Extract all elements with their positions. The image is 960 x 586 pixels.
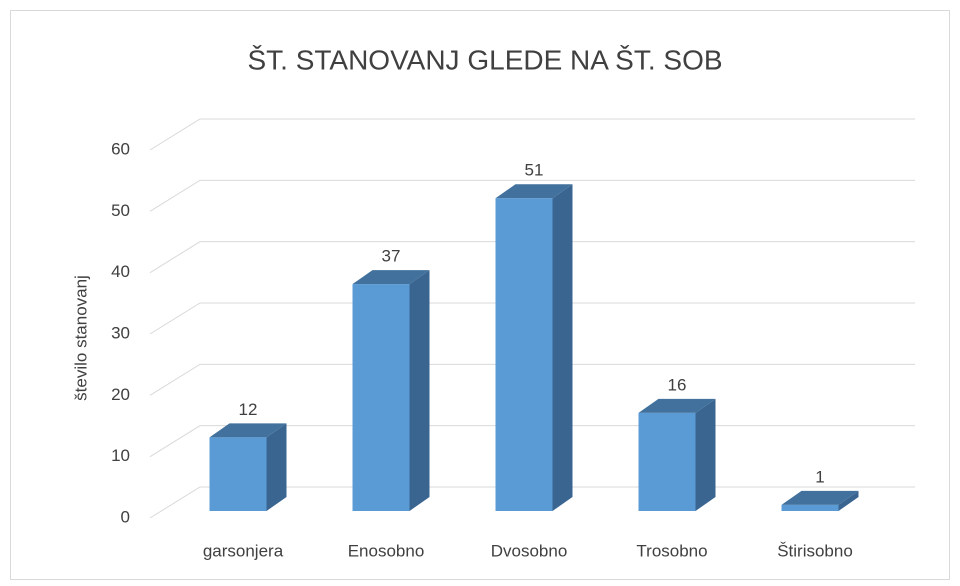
bar: [352, 284, 410, 511]
bar-side: [552, 184, 573, 511]
x-tick-label: garsonjera: [203, 541, 284, 560]
bar-side: [695, 398, 716, 511]
x-tick-label: Štirisobno: [777, 541, 853, 560]
bar-top: [352, 270, 430, 285]
y-tick-label: 10: [111, 446, 130, 465]
bar: [495, 198, 553, 511]
y-tick-label: 30: [111, 323, 130, 342]
y-tick-label: 0: [121, 507, 130, 526]
grid-line: [149, 363, 915, 396]
bar-top: [209, 423, 287, 438]
grid-line: [149, 179, 915, 212]
data-label: 51: [525, 161, 544, 180]
data-label: 1: [815, 467, 824, 486]
data-label: 16: [668, 375, 687, 394]
data-label: 12: [239, 400, 258, 419]
y-tick-label: 50: [111, 201, 130, 220]
x-tick-label: Enosobno: [348, 541, 425, 560]
bar-side: [838, 490, 859, 511]
bar: [781, 504, 839, 511]
bar-side: [266, 423, 287, 511]
bar: [209, 437, 267, 511]
data-label: 37: [382, 247, 401, 266]
grid-line: [149, 118, 915, 151]
grid-line: [149, 302, 915, 335]
x-tick-label: Dvosobno: [491, 541, 568, 560]
bar-top: [781, 490, 859, 505]
bar-top: [638, 398, 716, 413]
grid-line: [149, 241, 915, 274]
bar-top: [495, 184, 573, 199]
y-tick-label: 40: [111, 262, 130, 281]
y-tick-label: 20: [111, 385, 130, 404]
chart-border: [10, 10, 950, 580]
chart-title: ŠT. STANOVANJ GLEDE NA ŠT. SOB: [247, 44, 722, 75]
bar: [638, 412, 696, 511]
x-tick-label: Trosobno: [636, 541, 707, 560]
bar-side: [409, 270, 430, 511]
y-tick-label: 60: [111, 139, 130, 158]
y-axis-label: število stanovanj: [71, 275, 90, 401]
